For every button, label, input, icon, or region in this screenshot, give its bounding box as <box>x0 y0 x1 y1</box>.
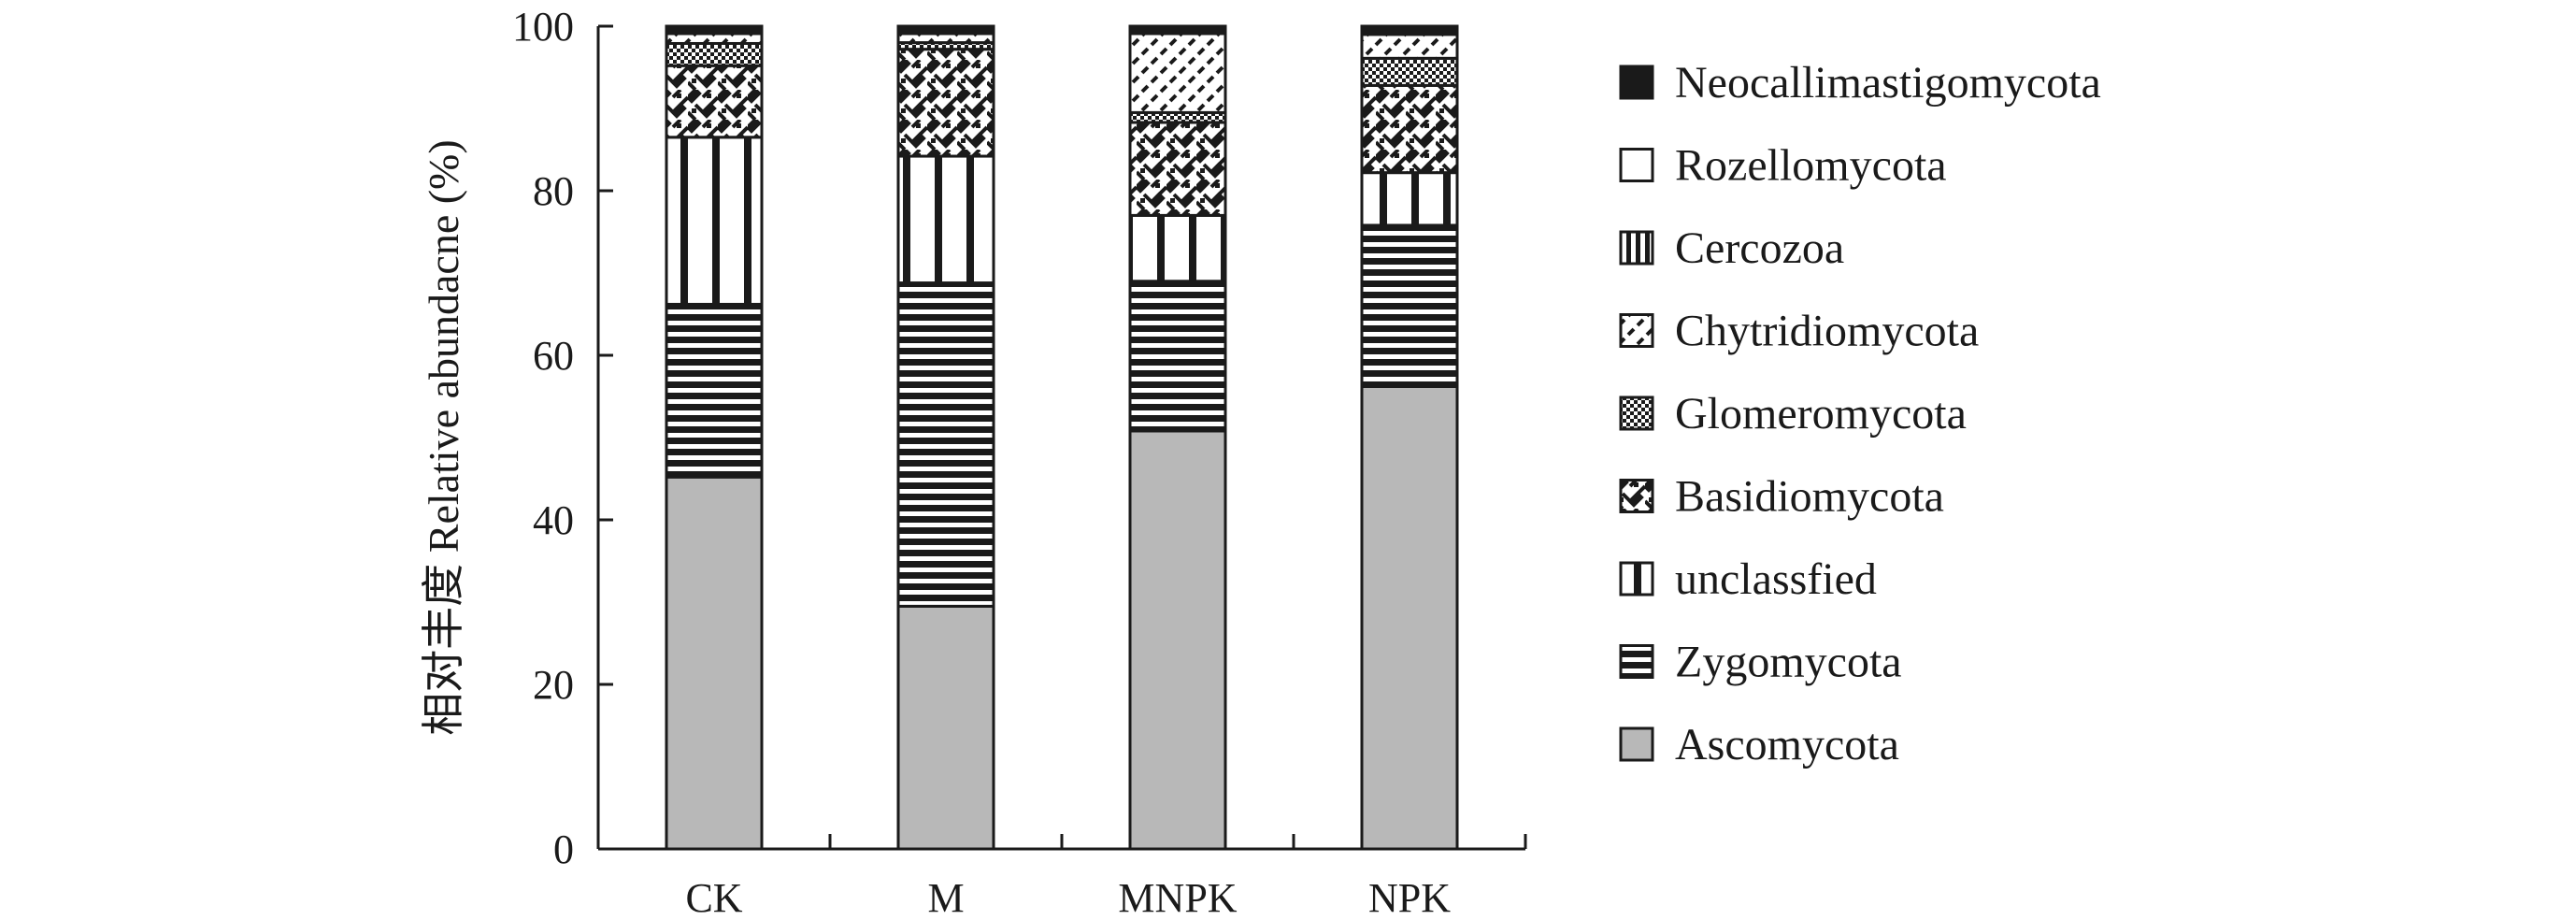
legend-label-rozellomycota: Rozellomycota <box>1675 141 1947 191</box>
plot-area: 0 20 40 60 80 100 CK M MNPK NPK <box>512 4 1527 920</box>
legend: Neocallimastigomycota Rozellomycota Cercoz… <box>1619 58 2101 769</box>
bar-m-ascomycota <box>896 604 995 851</box>
bar-ck-neocallimastigomycota <box>665 24 764 31</box>
y-tick-label: 0 <box>553 827 574 872</box>
y-tick-label: 80 <box>533 168 574 214</box>
legend-label-neocallimastigomycota: Neocallimastigomycota <box>1675 58 2101 108</box>
legend-label-unclassfied: unclassfied <box>1675 554 1877 604</box>
legend-swatch-neocallimastigomycota <box>1619 65 1654 100</box>
bars-group <box>665 24 1459 851</box>
legend-swatch-ascomycota <box>1619 726 1654 762</box>
y-axis-title: 相对丰度 Relative abundacne (%) <box>420 139 467 735</box>
bar-mnpk-zygomycota <box>1128 280 1227 433</box>
bar-npk-ascomycota <box>1360 384 1459 851</box>
bar-m-unclassfied <box>896 154 995 285</box>
bar-mnpk-chytridiomycota <box>1128 32 1227 114</box>
y-tick-label: 40 <box>533 497 574 543</box>
bar-ck-ascomycota <box>665 475 764 851</box>
bar-mnpk-unclassfied <box>1128 213 1227 283</box>
bar-mnpk-glomeromycota <box>1128 110 1227 124</box>
bar-m-neocallimastigomycota <box>896 24 995 31</box>
bar-npk-chytridiomycota <box>1360 33 1459 60</box>
legend-label-cercozoa: Cercozoa <box>1675 223 1844 273</box>
bar-m-basidiomycota <box>896 48 995 158</box>
bar-ck-zygomycota <box>665 302 764 479</box>
x-ticks-group: CK M MNPK NPK <box>596 834 1527 920</box>
y-tick-label: 20 <box>533 662 574 708</box>
legend-swatch-chytridiomycota <box>1619 313 1654 348</box>
x-category-label-mnpk: MNPK <box>1118 875 1237 920</box>
bar-npk-glomeromycota <box>1360 56 1459 87</box>
bar-m-zygomycota <box>896 281 995 608</box>
legend-label-glomeromycota: Glomeromycota <box>1675 389 1967 438</box>
bar-npk-neocallimastigomycota <box>1360 24 1459 32</box>
legend-swatch-zygomycota <box>1619 644 1654 679</box>
bar-mnpk-basidiomycota <box>1128 121 1227 217</box>
legend-label-ascomycota: Ascomycota <box>1675 720 1899 769</box>
legend-label-basidiomycota: Basidiomycota <box>1675 472 1944 522</box>
x-category-label-npk: NPK <box>1368 875 1451 920</box>
y-tick-label: 60 <box>533 333 574 379</box>
y-ticks-group: 0 20 40 60 80 100 <box>512 4 613 872</box>
legend-label-zygomycota: Zygomycota <box>1675 638 1902 687</box>
bar-ck-chytridiomycota <box>665 32 764 45</box>
bar-mnpk-ascomycota <box>1128 429 1227 851</box>
bar-ck-basidiomycota <box>665 64 764 139</box>
y-tick-label: 100 <box>512 4 574 50</box>
legend-swatch-glomeromycota <box>1619 395 1654 431</box>
bar-npk-zygomycota <box>1360 223 1459 388</box>
legend-swatch-basidiomycota <box>1619 479 1654 513</box>
x-category-label-ck: CK <box>685 875 742 920</box>
legend-swatch-rozellomycota <box>1619 148 1654 182</box>
legend-swatch-cercozoa <box>1619 230 1654 266</box>
bar-ck-glomeromycota <box>665 41 764 67</box>
legend-label-chytridiomycota: Chytridiomycota <box>1675 307 1979 356</box>
bar-npk-unclassfied <box>1360 171 1459 227</box>
x-category-label-m: M <box>927 875 964 920</box>
bar-mnpk-neocallimastigomycota <box>1128 24 1227 31</box>
bar-npk-basidiomycota <box>1360 83 1459 175</box>
bar-ck-unclassfied <box>665 136 764 306</box>
legend-swatch-unclassfied <box>1619 561 1654 597</box>
